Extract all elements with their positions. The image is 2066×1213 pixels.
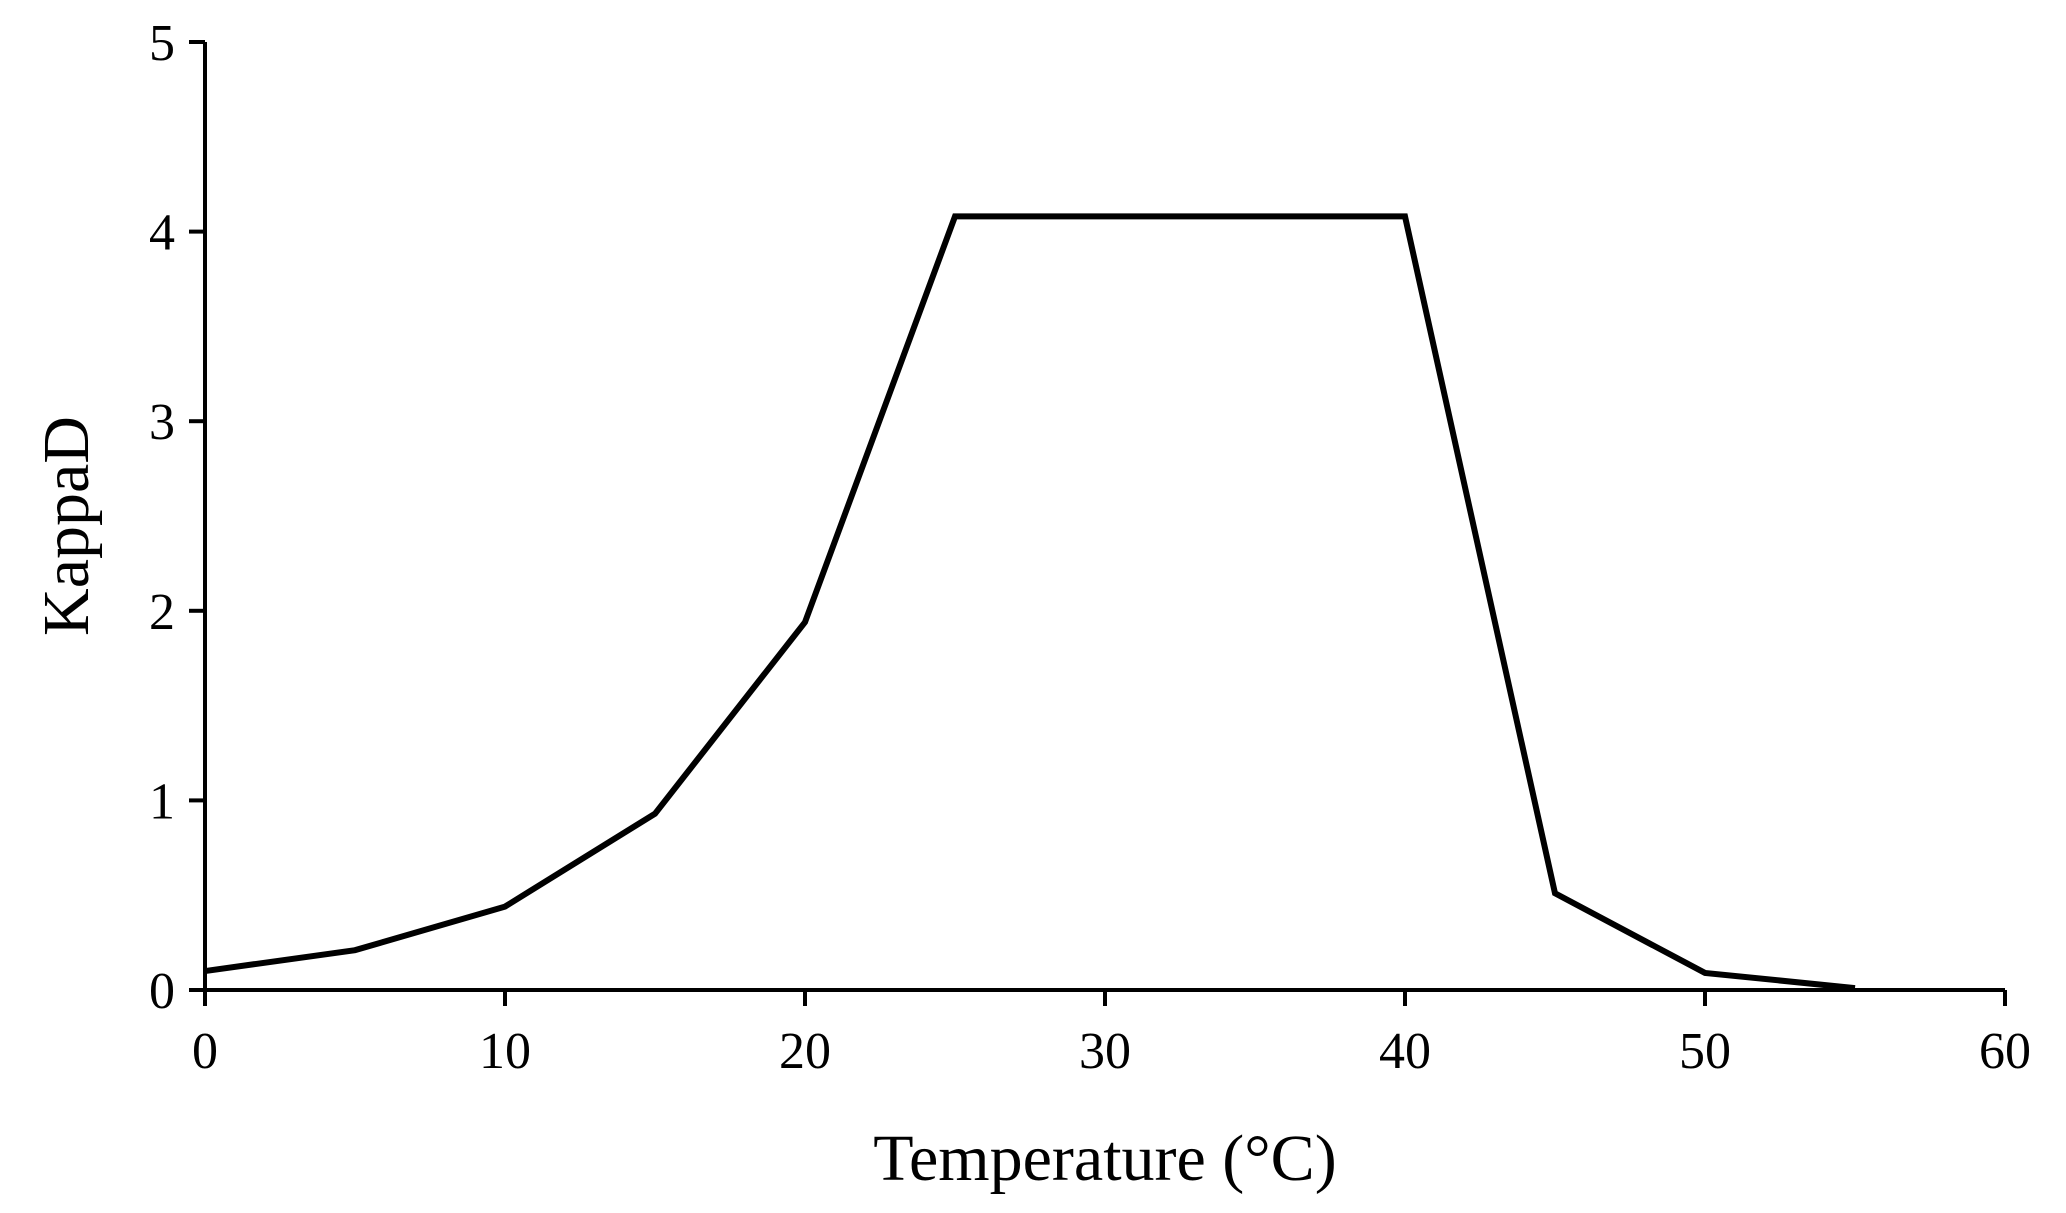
y-axis-ticks: 0 1 2 3 4 5 — [149, 15, 205, 1020]
y-tick-label: 2 — [149, 584, 175, 641]
x-tick-label: 0 — [192, 1023, 218, 1080]
x-axis-title: Temperature (°C) — [873, 1122, 1336, 1195]
series-line — [204, 213, 1856, 992]
x-tick-label: 60 — [1979, 1023, 2031, 1080]
x-tick-label: 30 — [1079, 1023, 1131, 1080]
x-tick-label: 10 — [479, 1023, 531, 1080]
x-axis-ticks: 0 10 20 30 40 50 60 — [192, 990, 2031, 1080]
y-axis-title: KappaD — [30, 416, 103, 636]
x-tick-label: 40 — [1379, 1023, 1431, 1080]
y-tick-label: 4 — [149, 205, 175, 262]
x-tick-label: 50 — [1679, 1023, 1731, 1080]
y-tick-label: 5 — [149, 15, 175, 72]
y-tick-label: 3 — [149, 394, 175, 451]
x-tick-label: 20 — [779, 1023, 831, 1080]
y-tick-label: 1 — [149, 773, 175, 830]
y-tick-label: 0 — [149, 963, 175, 1020]
